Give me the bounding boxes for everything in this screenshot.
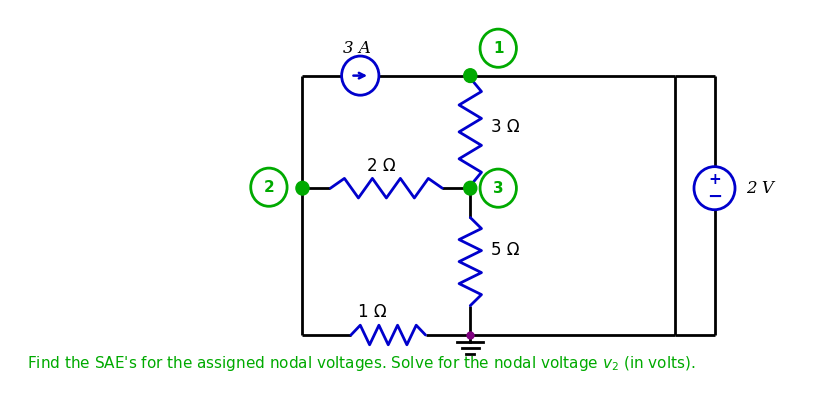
Circle shape: [463, 69, 477, 83]
Text: 1 Ω: 1 Ω: [358, 303, 387, 321]
Text: −: −: [707, 188, 722, 206]
Text: 5 Ω: 5 Ω: [491, 241, 520, 259]
Text: 1: 1: [493, 41, 504, 56]
Text: 2 V: 2 V: [746, 180, 774, 196]
Text: 2: 2: [263, 180, 274, 195]
Text: +: +: [708, 173, 721, 187]
Text: Find the SAE's for the assigned nodal voltages. Solve for the nodal voltage $v_2: Find the SAE's for the assigned nodal vo…: [27, 354, 695, 373]
Text: 3: 3: [493, 181, 504, 196]
Text: 3 Ω: 3 Ω: [491, 118, 520, 136]
Text: 3 A: 3 A: [343, 40, 371, 57]
Text: 2 Ω: 2 Ω: [368, 157, 396, 174]
Circle shape: [463, 181, 477, 195]
Circle shape: [296, 181, 309, 195]
